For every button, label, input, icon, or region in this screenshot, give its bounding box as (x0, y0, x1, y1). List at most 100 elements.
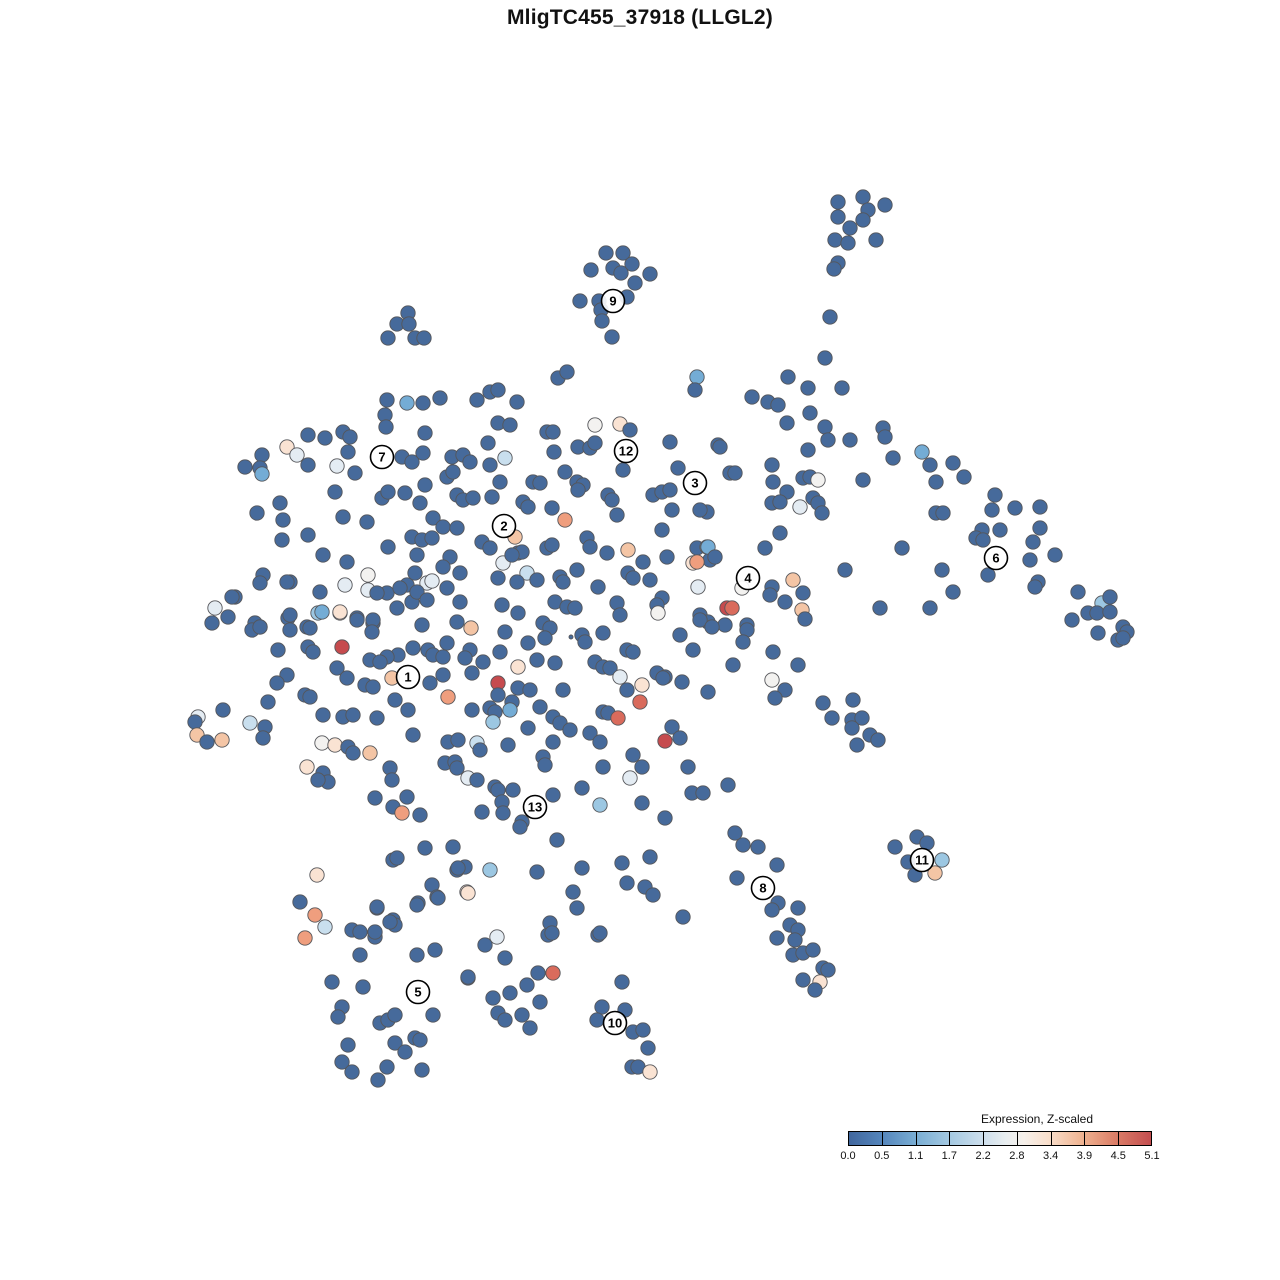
data-point (927, 865, 943, 881)
data-point (595, 759, 611, 775)
data-point (855, 189, 871, 205)
data-point (214, 732, 230, 748)
data-point (519, 977, 535, 993)
data-point (289, 447, 305, 463)
data-point (717, 617, 733, 633)
data-point (840, 235, 856, 251)
data-point (409, 584, 425, 600)
data-point (545, 424, 561, 440)
data-point (572, 293, 588, 309)
data-point (329, 458, 345, 474)
data-point (414, 1062, 430, 1078)
data-point (830, 194, 846, 210)
data-point (495, 805, 511, 821)
data-point (272, 495, 288, 511)
data-point (300, 527, 316, 543)
data-point (204, 615, 220, 631)
data-point (795, 585, 811, 601)
data-point (992, 522, 1008, 538)
data-point (795, 972, 811, 988)
legend-tick (1050, 1131, 1052, 1146)
chart-title: MligTC455_37918 (LLGL2) (506, 6, 773, 29)
data-point (314, 604, 330, 620)
data-point (727, 465, 743, 481)
data-point (557, 464, 573, 480)
data-point (469, 772, 485, 788)
data-point (327, 484, 343, 500)
cluster-label: 6 (983, 545, 1009, 571)
data-point (582, 539, 598, 555)
data-point (460, 885, 476, 901)
data-point (870, 732, 886, 748)
data-point (449, 760, 465, 776)
data-point (529, 864, 545, 880)
data-point (545, 734, 561, 750)
data-point (430, 890, 446, 906)
data-point (332, 604, 348, 620)
data-point (685, 642, 701, 658)
data-point (380, 539, 396, 555)
svg-text:5: 5 (414, 985, 421, 1000)
data-point (1115, 630, 1131, 646)
data-point (387, 692, 403, 708)
data-point (602, 660, 618, 676)
data-point (797, 611, 813, 627)
data-point (757, 540, 773, 556)
data-point (659, 549, 675, 565)
data-point (279, 574, 295, 590)
data-point (355, 979, 371, 995)
data-point (692, 502, 708, 518)
data-point (440, 689, 456, 705)
data-point (707, 549, 723, 565)
data-point (570, 482, 586, 498)
data-point (855, 472, 871, 488)
data-point (695, 785, 711, 801)
data-point (544, 500, 560, 516)
data-point (619, 875, 635, 891)
data-point (464, 702, 480, 718)
data-point (672, 627, 688, 643)
legend-tick-label: 0.5 (874, 1150, 890, 1162)
data-point (279, 667, 295, 683)
data-point (729, 870, 745, 886)
data-point (790, 657, 806, 673)
data-point (980, 567, 996, 583)
data-point (305, 644, 321, 660)
data-point (412, 495, 428, 511)
data-point (252, 619, 268, 635)
data-point (725, 657, 741, 673)
data-point (480, 435, 496, 451)
data-point (690, 579, 706, 595)
data-point (472, 742, 488, 758)
data-point (417, 425, 433, 441)
data-point (845, 692, 861, 708)
data-point (735, 634, 751, 650)
data-point (469, 392, 485, 408)
data-point (817, 419, 833, 435)
data-point (769, 930, 785, 946)
data-point (427, 942, 443, 958)
data-point (854, 710, 870, 726)
data-point (592, 925, 608, 941)
data-point (435, 519, 451, 535)
legend-tick (1016, 1131, 1018, 1146)
data-point (956, 469, 972, 485)
data-point (712, 439, 728, 455)
svg-text:13: 13 (528, 800, 542, 815)
data-point (532, 699, 548, 715)
data-point (779, 415, 795, 431)
data-point (634, 677, 650, 693)
data-point (254, 466, 270, 482)
data-point (435, 649, 451, 665)
data-point (820, 432, 836, 448)
data-point (689, 369, 705, 385)
legend-gradient-bar (848, 1131, 1152, 1146)
data-point (337, 577, 353, 593)
data-point (807, 982, 823, 998)
data-point (604, 329, 620, 345)
data-point (424, 573, 440, 589)
data-point (310, 772, 326, 788)
data-point (345, 707, 361, 723)
data-point (462, 454, 478, 470)
data-point (300, 457, 316, 473)
